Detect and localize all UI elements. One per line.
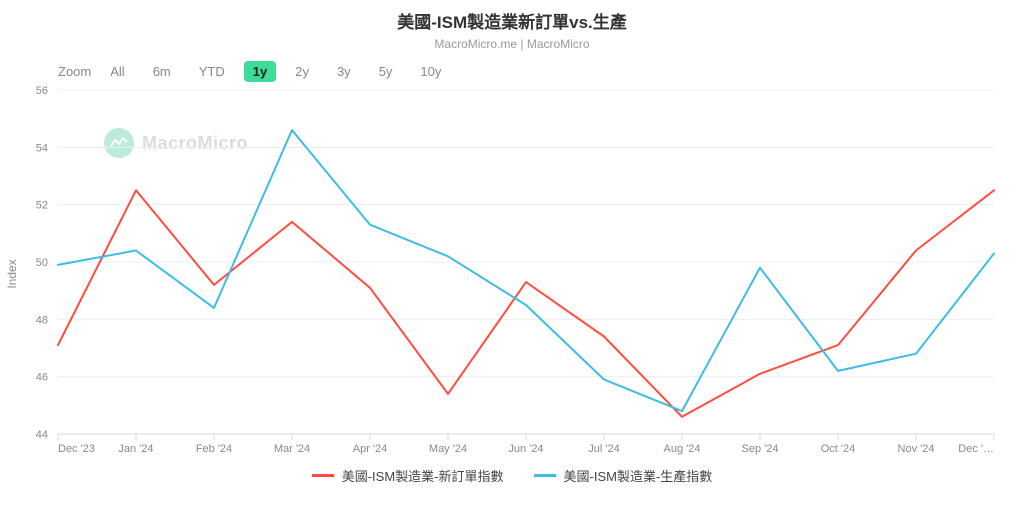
zoom-button-all[interactable]: All <box>101 61 133 82</box>
zoom-button-3y[interactable]: 3y <box>328 61 360 82</box>
chart-area: Index MacroMicro 44464850525456Dec '23Ja… <box>18 84 1006 464</box>
legend-swatch <box>534 474 556 477</box>
legend-label: 美國-ISM製造業-新訂單指數 <box>342 466 504 485</box>
zoom-controls: Zoom All 6m YTD 1y 2y 3y 5y 10y <box>58 61 1006 82</box>
zoom-button-2y[interactable]: 2y <box>286 61 318 82</box>
svg-text:56: 56 <box>36 85 48 97</box>
svg-text:Dec '…: Dec '… <box>958 443 994 455</box>
zoom-button-5y[interactable]: 5y <box>370 61 402 82</box>
svg-text:Nov '24: Nov '24 <box>898 443 935 455</box>
zoom-button-ytd[interactable]: YTD <box>190 61 234 82</box>
svg-text:Feb '24: Feb '24 <box>196 443 232 455</box>
svg-text:44: 44 <box>36 429 48 441</box>
series-line <box>58 130 994 411</box>
svg-text:52: 52 <box>36 200 48 212</box>
chart-container: 美國-ISM製造業新訂單vs.生產 MacroMicro.me | MacroM… <box>0 0 1024 513</box>
svg-text:May '24: May '24 <box>429 443 467 455</box>
zoom-label: Zoom <box>58 64 91 79</box>
svg-text:Jan '24: Jan '24 <box>118 443 153 455</box>
svg-text:54: 54 <box>36 142 48 154</box>
y-axis-label: Index <box>5 259 19 288</box>
svg-text:Sep '24: Sep '24 <box>742 443 779 455</box>
chart-title: 美國-ISM製造業新訂單vs.生產 <box>18 8 1006 33</box>
legend-item-new-orders[interactable]: 美國-ISM製造業-新訂單指數 <box>312 466 504 485</box>
legend: 美國-ISM製造業-新訂單指數 美國-ISM製造業-生產指數 <box>18 466 1006 485</box>
svg-text:46: 46 <box>36 372 48 384</box>
legend-swatch <box>312 474 334 477</box>
svg-text:Aug '24: Aug '24 <box>664 443 701 455</box>
zoom-button-10y[interactable]: 10y <box>411 61 450 82</box>
zoom-button-1y[interactable]: 1y <box>244 61 276 82</box>
line-chart[interactable]: 44 46 48 50 52 54 56 Dec '23 Jan '24 Feb '24 Mar '… <box>18 84 1004 464</box>
svg-text:48: 48 <box>36 314 48 326</box>
chart-subtitle: MacroMicro.me | MacroMicro <box>18 37 1006 51</box>
legend-label: 美國-ISM製造業-生產指數 <box>564 466 713 485</box>
zoom-button-6m[interactable]: 6m <box>144 61 180 82</box>
svg-text:Oct '24: Oct '24 <box>821 443 856 455</box>
svg-text:Jun '24: Jun '24 <box>508 443 543 455</box>
series-line <box>58 190 994 416</box>
svg-text:50: 50 <box>36 257 48 269</box>
svg-text:Mar '24: Mar '24 <box>274 443 310 455</box>
legend-item-production[interactable]: 美國-ISM製造業-生產指數 <box>534 466 713 485</box>
svg-text:Jul '24: Jul '24 <box>588 443 619 455</box>
svg-text:Apr '24: Apr '24 <box>353 443 388 455</box>
svg-text:Dec '23: Dec '23 <box>58 443 95 455</box>
